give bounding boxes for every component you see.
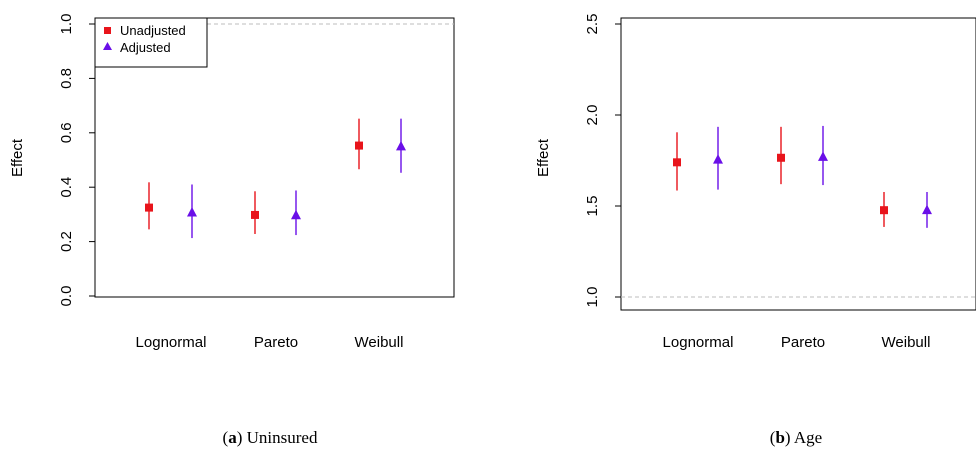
category-label-pareto: Pareto (254, 334, 298, 351)
data-point-square (145, 203, 153, 212)
legend-marker-adjusted (103, 42, 112, 50)
y-tick-label: 1.5 (584, 196, 601, 217)
data-point-triangle (922, 204, 932, 215)
figure-caption: (a) Uninsured (223, 428, 318, 447)
category-label-lognormal: Lognormal (136, 334, 207, 351)
data-point-triangle (396, 140, 406, 151)
data-point-square (777, 153, 785, 162)
data-point-triangle (818, 151, 828, 161)
figure-caption: (b) Age (770, 428, 822, 447)
y-tick-label: 1.0 (584, 287, 601, 308)
y-tick-label: 0.8 (58, 68, 75, 89)
y-tick-label: 0.2 (58, 231, 75, 252)
chart-panel-b: 1.0 1.5 2.0 2.5 Effect Lognormal Pareto Weibull… (535, 14, 976, 447)
data-point-square (673, 158, 681, 167)
legend-marker-unadjusted (104, 27, 111, 34)
y-tick-label: 1.0 (58, 14, 75, 35)
y-tick-label: 2.5 (584, 14, 601, 35)
plot-frame (620, 17, 976, 311)
plot-frame (94, 17, 455, 298)
data-point-square (251, 210, 259, 219)
category-label-weibull: Weibull (882, 334, 931, 351)
y-tick-label: 0.0 (58, 286, 75, 307)
y-axis-label: Effect (535, 138, 552, 177)
legend-box (94, 17, 208, 68)
legend-label-unadjusted: Unadjusted (120, 23, 186, 38)
chart-panel-a: 0.0 0.2 0.4 0.6 0.8 1.0 Effect Lognormal Pareto W… (9, 14, 455, 447)
data-point-triangle (291, 209, 301, 220)
legend: Unadjusted Adjusted (94, 17, 208, 68)
y-axis-label: Effect (9, 138, 26, 177)
data-point-square (880, 206, 888, 215)
y-tick-label: 2.0 (584, 105, 601, 126)
data-point-triangle (187, 206, 197, 217)
y-tick-label: 0.6 (58, 122, 75, 143)
category-label-pareto: Pareto (781, 334, 825, 351)
category-label-weibull: Weibull (355, 334, 404, 351)
data-point-triangle (713, 154, 723, 164)
legend-label-adjusted: Adjusted (120, 40, 171, 55)
category-label-lognormal: Lognormal (663, 334, 734, 351)
y-tick-label: 0.4 (58, 177, 75, 198)
data-point-square (355, 141, 363, 150)
